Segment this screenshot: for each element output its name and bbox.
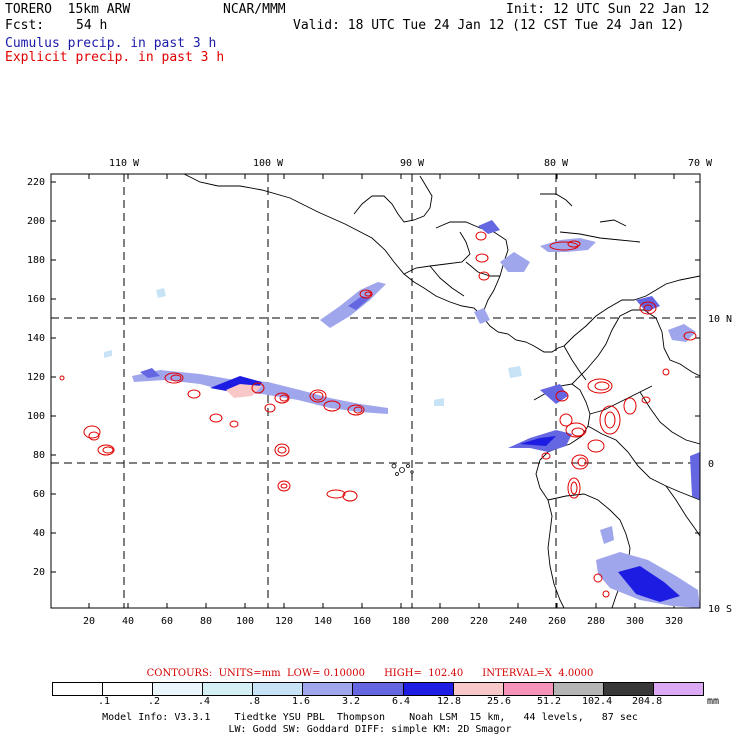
lat-label-10s: 10 S bbox=[708, 604, 732, 615]
colorbar-label: 102.4 bbox=[582, 696, 613, 707]
y-tick: 220 bbox=[27, 177, 45, 188]
x-tick: 80 bbox=[200, 616, 212, 627]
colorbar-label: 6.4 bbox=[392, 696, 411, 707]
colorbar-swatch bbox=[403, 683, 454, 695]
colorbar-swatch bbox=[353, 683, 404, 695]
x-tick: 260 bbox=[548, 616, 566, 627]
valid-time: Valid: 18 UTC Tue 24 Jan 12 (12 CST Tue … bbox=[293, 18, 685, 33]
colorbar-label: .2 bbox=[148, 696, 161, 707]
axis-ticks bbox=[51, 174, 700, 608]
x-tick: 100 bbox=[236, 616, 254, 627]
colorbar bbox=[52, 682, 704, 696]
explicit-legend: Explicit precip. in past 3 h bbox=[5, 50, 225, 65]
x-tick: 240 bbox=[509, 616, 527, 627]
y-tick: 160 bbox=[27, 294, 45, 305]
colorbar-swatch bbox=[103, 683, 154, 695]
cumulus-precip-shading bbox=[104, 220, 700, 608]
y-tick: 200 bbox=[27, 216, 45, 227]
organization: NCAR/MMM bbox=[223, 2, 286, 17]
x-tick: 300 bbox=[626, 616, 644, 627]
colorbar-swatch bbox=[603, 683, 654, 695]
colorbar-unit: mm bbox=[707, 696, 720, 707]
colorbar-swatch bbox=[303, 683, 354, 695]
lat-lon-grid bbox=[51, 174, 700, 608]
y-tick: 20 bbox=[33, 567, 45, 578]
x-tick-labels: 20 40 60 80 100 120 140 160 180 200 220 … bbox=[83, 616, 683, 627]
colorbar-swatch bbox=[453, 683, 504, 695]
model-title: TORERO 15km ARW bbox=[5, 2, 131, 17]
x-tick: 40 bbox=[122, 616, 134, 627]
x-tick: 320 bbox=[665, 616, 683, 627]
x-tick: 120 bbox=[275, 616, 293, 627]
cumulus-legend: Cumulus precip. in past 3 h bbox=[5, 36, 217, 51]
colorbar-label: 1.6 bbox=[292, 696, 311, 707]
explicit-precip-contours bbox=[59, 231, 697, 598]
colorbar-label: 12.8 bbox=[437, 696, 462, 707]
lon-label-70w: 70 W bbox=[688, 158, 713, 169]
colorbar-label: .8 bbox=[248, 696, 261, 707]
y-tick-labels: 20 40 60 80 100 120 140 160 180 200 220 bbox=[27, 177, 45, 578]
forecast-hour: 54 h bbox=[76, 18, 108, 33]
longitude-labels: 110 W 100 W 90 W 80 W 70 W bbox=[109, 158, 713, 169]
lat-label-0: 0 bbox=[708, 459, 714, 470]
y-tick: 60 bbox=[33, 489, 45, 500]
lon-label-80w: 80 W bbox=[544, 158, 569, 169]
x-tick: 140 bbox=[314, 616, 332, 627]
x-tick: 60 bbox=[161, 616, 173, 627]
y-tick: 40 bbox=[33, 528, 45, 539]
contours-summary: CONTOURS: UNITS=mm LOW= 0.10000 HIGH= 10… bbox=[146, 668, 594, 679]
x-tick: 180 bbox=[392, 616, 410, 627]
y-tick: 80 bbox=[33, 450, 45, 461]
colorbar-swatch bbox=[53, 683, 104, 695]
y-tick: 180 bbox=[27, 255, 45, 266]
x-tick: 280 bbox=[587, 616, 605, 627]
colorbar-swatch bbox=[153, 683, 204, 695]
lon-label-90w: 90 W bbox=[400, 158, 425, 169]
colorbar-label: 51.2 bbox=[537, 696, 562, 707]
colorbar-swatch bbox=[503, 683, 554, 695]
y-tick: 120 bbox=[27, 372, 45, 383]
colorbar-label: 3.2 bbox=[342, 696, 361, 707]
colorbar-swatch bbox=[253, 683, 304, 695]
galapagos-islands bbox=[391, 463, 414, 476]
lon-label-110w: 110 W bbox=[109, 158, 140, 169]
colorbar-label: 204.8 bbox=[632, 696, 663, 707]
plot-frame bbox=[50, 173, 701, 609]
colorbar-label: .1 bbox=[98, 696, 111, 707]
model-info-line2: LW: Godd SW: Goddard DIFF: simple KM: 2D… bbox=[228, 724, 512, 735]
x-tick: 200 bbox=[431, 616, 449, 627]
colorbar-swatch bbox=[653, 683, 704, 695]
x-tick: 220 bbox=[470, 616, 488, 627]
y-tick: 140 bbox=[27, 333, 45, 344]
x-tick: 160 bbox=[353, 616, 371, 627]
forecast-label: Fcst: bbox=[5, 18, 45, 33]
lon-label-100w: 100 W bbox=[253, 158, 284, 169]
x-tick: 20 bbox=[83, 616, 95, 627]
latitude-labels: 10 N 0 10 S bbox=[708, 314, 732, 615]
colorbar-label: .4 bbox=[198, 696, 211, 707]
colorbar-swatch bbox=[553, 683, 604, 695]
model-info-line1: Model Info: V3.3.1 Tiedtke YSU PBL Thomp… bbox=[102, 712, 638, 723]
colorbar-label: 25.6 bbox=[487, 696, 512, 707]
colorbar-swatch bbox=[203, 683, 254, 695]
init-time: Init: 12 UTC Sun 22 Jan 12 bbox=[506, 2, 710, 17]
y-tick: 100 bbox=[27, 411, 45, 422]
lat-label-10n: 10 N bbox=[708, 314, 732, 325]
